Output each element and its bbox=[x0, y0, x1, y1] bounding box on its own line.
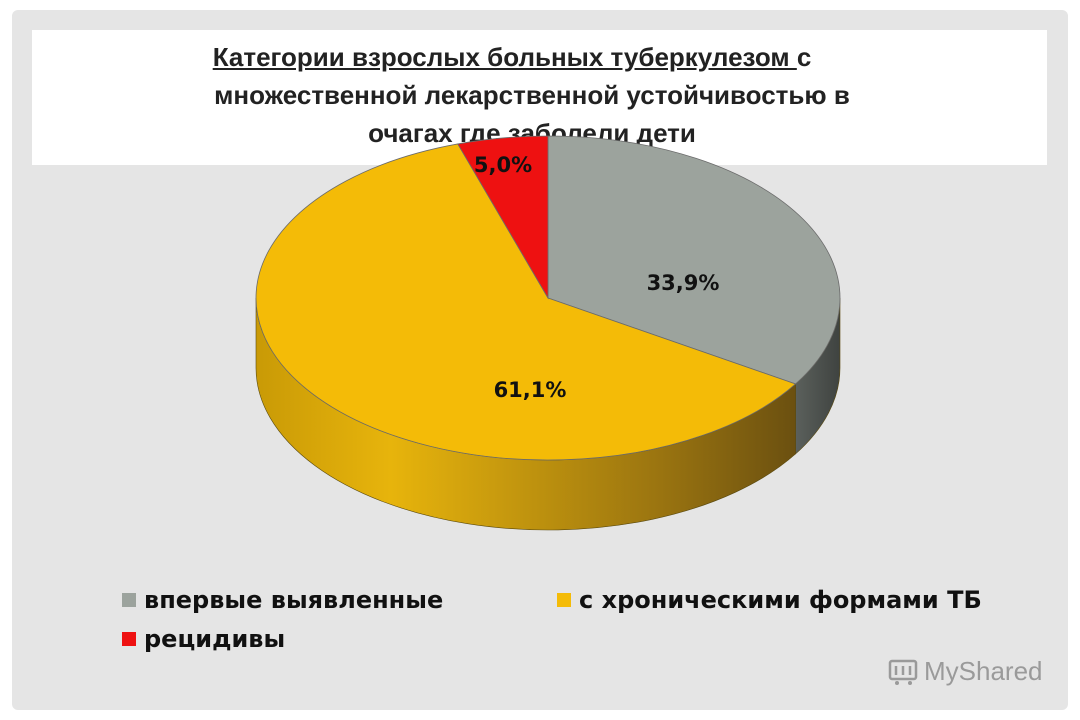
chart-title-underlined: Категории взрослых больных туберкулезом bbox=[212, 42, 797, 72]
chart-title-line-1-rest: с bbox=[796, 42, 812, 72]
slice-vpervye bbox=[547, 135, 841, 385]
title-box: Категории взрослых больных туберкулезом … bbox=[32, 30, 1047, 165]
data-label-slice-vpervye: 33,9% bbox=[647, 271, 720, 295]
watermark: MyShared bbox=[888, 656, 1043, 687]
slice-hronicheskie bbox=[255, 143, 797, 461]
data-label-slice-recidivy: 5,0% bbox=[474, 153, 532, 177]
chart-title-line-1: Категории взрослых больных туберкулезом … bbox=[12, 42, 1012, 73]
watermark-text: MyShared bbox=[924, 656, 1043, 686]
data-label-slice-hronicheskie: 61,1% bbox=[494, 378, 567, 402]
slice-recidivy bbox=[457, 135, 549, 300]
cart-logo-icon bbox=[888, 659, 918, 685]
chart-title-line-2: множественной лекарственной устойчивость… bbox=[214, 80, 850, 110]
